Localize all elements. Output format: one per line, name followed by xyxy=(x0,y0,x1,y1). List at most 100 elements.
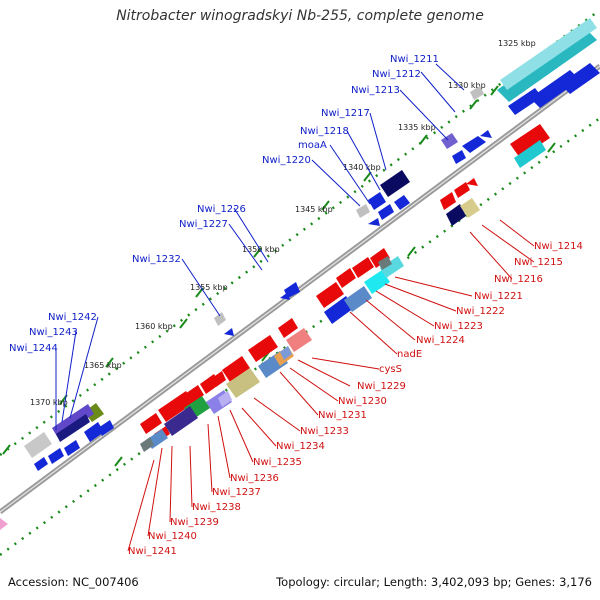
gene-arrow xyxy=(316,282,344,308)
gene-arrow xyxy=(280,292,290,300)
gene-label: Nwi_1244 xyxy=(9,343,58,354)
gene-label: Nwi_1239 xyxy=(170,517,219,528)
gene-label: Nwi_1232 xyxy=(132,254,181,265)
gene-arrow xyxy=(84,422,104,442)
gene-label: Nwi_1243 xyxy=(29,327,78,338)
gene-block xyxy=(56,414,90,442)
gene-block xyxy=(470,86,484,100)
gene-label: Nwi_1231 xyxy=(318,410,367,421)
tick-label: 1335 kbp xyxy=(398,123,436,132)
gene-arrow xyxy=(370,248,390,268)
gene-arrow xyxy=(462,136,486,153)
gene-block xyxy=(286,328,312,352)
gene-arrow xyxy=(508,88,542,115)
gene-block xyxy=(218,391,232,407)
gene-arrow xyxy=(497,28,597,102)
reverse-genes xyxy=(140,124,550,452)
tick-labels: 1325 kbp 1330 kbp 1335 kbp 1340 kbp 1345… xyxy=(30,39,536,407)
gene-label: Nwi_1214 xyxy=(534,241,583,252)
gene-block xyxy=(24,432,52,458)
gene-label: Nwi_1229 xyxy=(357,381,406,392)
gene-label: Nwi_1230 xyxy=(338,396,387,407)
gene-arrow xyxy=(378,204,394,220)
gene-arrow xyxy=(480,130,492,138)
forward-genes xyxy=(24,18,600,471)
dotted-track-lines xyxy=(0,8,600,557)
gene-label: Nwi_1241 xyxy=(128,546,177,557)
map-title: Nitrobacter winogradskyi Nb-255, complet… xyxy=(116,8,484,24)
gene-label: Nwi_1238 xyxy=(192,502,241,513)
tick-label: 1365 kbp xyxy=(84,361,122,370)
genome-summary-text: Topology: circular; Length: 3,402,093 bp… xyxy=(276,575,592,589)
gene-arrow xyxy=(352,257,374,278)
gene-label: Nwi_1236 xyxy=(230,473,279,484)
gene-arrow xyxy=(140,413,162,434)
gene-block xyxy=(280,346,292,360)
forward-labels: Nwi_1211 Nwi_1212 Nwi_1213 Nwi_1217 Nwi_… xyxy=(9,54,439,354)
gene-arrow xyxy=(336,268,356,288)
forward-leader-lines xyxy=(55,63,465,430)
gene-block xyxy=(380,170,410,197)
gene-block xyxy=(214,312,226,326)
gene-arrow xyxy=(248,335,278,362)
tick-label: 1345 kbp xyxy=(295,205,333,214)
gene-label: Nwi_1221 xyxy=(474,291,523,302)
gene-label: Nwi_1212 xyxy=(372,69,421,80)
gene-label: Nwi_1218 xyxy=(300,126,349,137)
gene-arrow xyxy=(440,192,456,210)
gene-block xyxy=(52,404,94,438)
gene-block xyxy=(344,286,372,312)
gene-arrow xyxy=(368,192,386,210)
gene-arrow xyxy=(466,178,478,186)
gene-label: Nwi_1223 xyxy=(434,321,483,332)
tick-label: 1360 kbp xyxy=(135,322,173,331)
gene-block xyxy=(514,140,546,168)
tick-label: 1325 kbp xyxy=(498,39,536,48)
gene-label: Nwi_1233 xyxy=(300,426,349,437)
gene-label: Nwi_1242 xyxy=(48,312,97,323)
gene-label: Nwi_1235 xyxy=(253,457,302,468)
partial-gene-marker xyxy=(0,518,8,530)
gene-label: Nwi_1215 xyxy=(514,257,563,268)
gene-arrow xyxy=(394,195,410,210)
gene-arrow xyxy=(34,457,48,471)
gene-arrow xyxy=(500,18,597,90)
tick-label: 1350 kbp xyxy=(242,245,280,254)
gene-label: Nwi_1234 xyxy=(276,441,325,452)
tick-label: 1355 kbp xyxy=(190,283,228,292)
gene-arrow xyxy=(64,440,80,456)
gene-arrow xyxy=(454,182,470,198)
gene-block xyxy=(164,406,198,436)
gene-arrow xyxy=(510,124,550,158)
gene-label: Nwi_1211 xyxy=(390,54,439,65)
gene-block xyxy=(380,256,404,278)
gene-arrow xyxy=(278,318,298,338)
gene-block xyxy=(226,368,260,398)
gene-label: Nwi_1222 xyxy=(456,306,505,317)
gene-arrow xyxy=(182,385,204,406)
gene-block xyxy=(460,198,480,218)
gene-block xyxy=(364,270,390,294)
gene-arrow xyxy=(222,356,250,382)
gene-arrow xyxy=(368,218,380,226)
gene-arrow xyxy=(48,448,64,464)
gene-label: Nwi_1220 xyxy=(262,155,311,166)
gene-block xyxy=(378,256,392,270)
gene-label: Nwi_1213 xyxy=(351,85,400,96)
gene-block xyxy=(140,437,154,452)
gene-label: Nwi_1237 xyxy=(212,487,261,498)
reverse-leader-lines xyxy=(127,219,535,552)
accession-text: Accession: NC_007406 xyxy=(8,575,139,589)
gene-label: Nwi_1216 xyxy=(494,274,543,285)
tick-label: 1370 kbp xyxy=(30,398,68,407)
tick-label: 1340 kbp xyxy=(343,163,381,172)
gene-arrow xyxy=(224,328,234,336)
gene-arrow xyxy=(452,150,466,164)
gene-label: nadE xyxy=(397,349,422,360)
gene-label: Nwi_1240 xyxy=(148,531,197,542)
gene-block xyxy=(446,204,466,226)
gene-label: Nwi_1224 xyxy=(416,335,465,346)
gene-block xyxy=(441,133,458,149)
gene-arrow xyxy=(212,371,226,387)
